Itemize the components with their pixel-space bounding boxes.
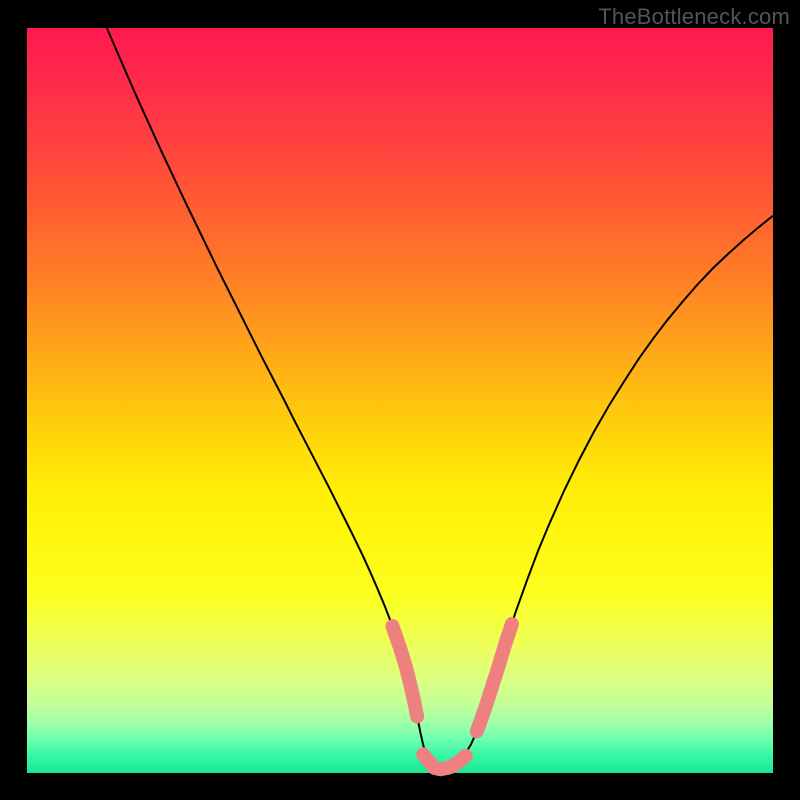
gradient-fill-rect xyxy=(27,28,773,773)
gradient-plot-area xyxy=(27,28,773,773)
watermark-text: TheBottleneck.com xyxy=(598,4,790,30)
